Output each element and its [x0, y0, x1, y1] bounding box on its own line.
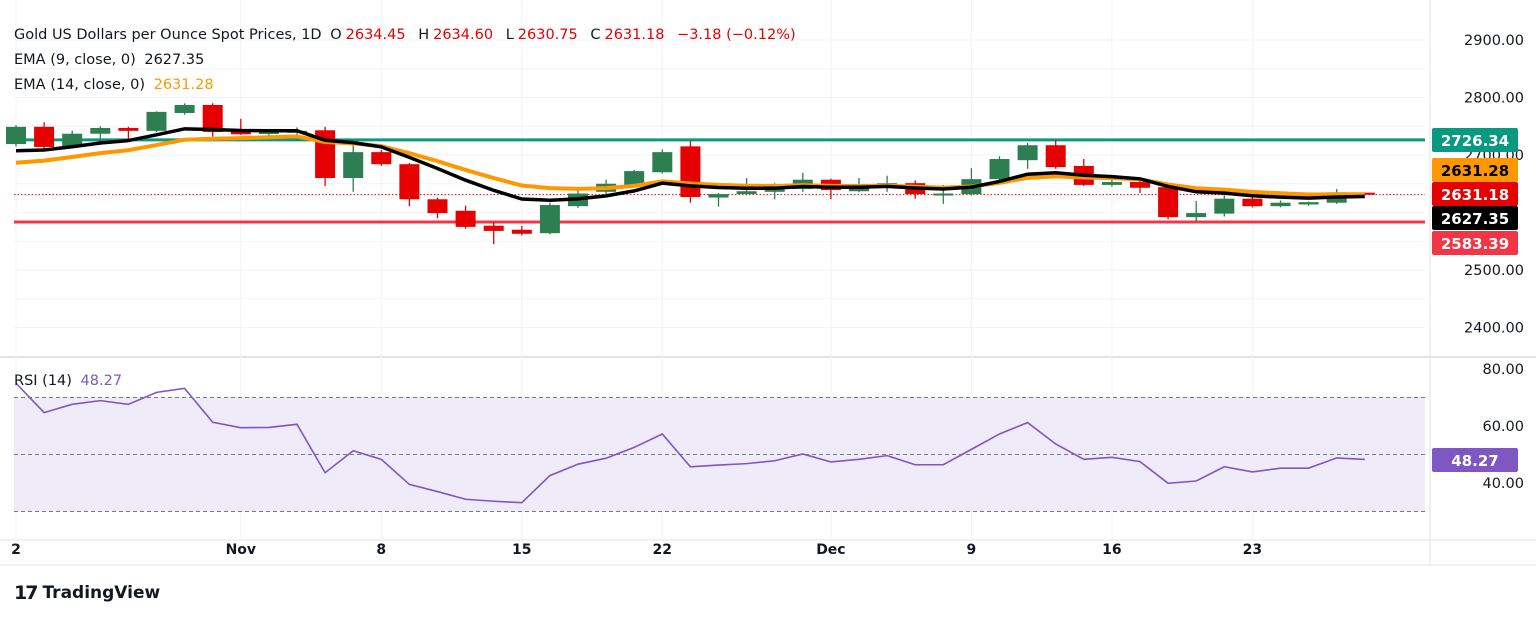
- candle-up: [1186, 213, 1207, 218]
- rsi-price-tag-bg: [1432, 448, 1518, 472]
- x-tick-label: 2: [11, 542, 21, 558]
- candle-up: [90, 127, 111, 134]
- candle-up: [343, 152, 364, 178]
- candle-up: [708, 194, 729, 198]
- rsi-tick-label: 60.00: [1482, 419, 1524, 435]
- rsi-legend[interactable]: RSI (14) 48.27: [14, 373, 126, 389]
- high-value: 2634.60: [433, 27, 494, 43]
- candle-down: [118, 127, 139, 131]
- price-tag: 2631.28: [1441, 162, 1509, 180]
- tradingview-logo[interactable]: 17 TradingView: [14, 582, 160, 604]
- ema9-line: [15, 127, 1365, 202]
- candle-up: [933, 193, 954, 196]
- candle-down: [455, 210, 476, 227]
- change-value: −3.18 (−0.12%): [677, 27, 796, 43]
- candle-down: [371, 152, 392, 165]
- candle-up: [652, 152, 673, 173]
- candle-up: [1101, 182, 1122, 185]
- x-tick-label: 16: [1102, 542, 1121, 558]
- price-tag-bg: [1432, 206, 1518, 230]
- candle-up: [1270, 202, 1291, 207]
- candle-up: [6, 126, 26, 145]
- candle-up: [989, 159, 1010, 180]
- ema9-legend[interactable]: EMA (9, close, 0) 2627.35: [14, 52, 208, 68]
- ema14-legend[interactable]: EMA (14, close, 0) 2631.28: [14, 77, 218, 93]
- price-tick-label: 2500.00: [1464, 263, 1524, 279]
- x-tick-label: Nov: [226, 542, 256, 558]
- x-tick-label: 9: [967, 542, 977, 558]
- candle-down: [1242, 198, 1263, 207]
- price-tag-bg: [1432, 182, 1518, 206]
- x-tick-label: Dec: [816, 542, 845, 558]
- candle-up: [849, 187, 869, 192]
- price-tick-label: 2900.00: [1464, 33, 1524, 49]
- candle-down: [483, 225, 504, 231]
- ema14-label: EMA (14, close, 0): [14, 77, 145, 93]
- open-value: 2634.45: [345, 27, 406, 43]
- open-label: O: [330, 27, 342, 43]
- low-value: 2630.75: [517, 27, 578, 43]
- logo-mark-icon: 17: [14, 582, 38, 604]
- ema14-value: 2631.28: [153, 77, 214, 93]
- high-label: H: [418, 27, 430, 43]
- candle-up: [1017, 145, 1038, 161]
- candle-down: [1130, 182, 1150, 188]
- resistance-price-tag: 2726.34: [1441, 132, 1509, 150]
- candle-up: [736, 191, 757, 195]
- low-label: L: [505, 27, 514, 43]
- rsi-label: RSI (14): [14, 373, 72, 389]
- rsi-tick-label: 40.00: [1482, 476, 1524, 492]
- candle-down: [427, 199, 448, 214]
- rsi-price-tag: 48.27: [1451, 452, 1498, 470]
- rsi-band: [14, 397, 1425, 512]
- support-price-tag-bg: [1432, 231, 1518, 255]
- close-label: C: [590, 27, 601, 43]
- price-tag-bg: [1432, 158, 1518, 182]
- price-tag: 2631.18: [1441, 186, 1509, 204]
- candle-up: [174, 104, 195, 114]
- rsi-line: [15, 382, 1365, 504]
- resistance-price-tag-bg: [1432, 128, 1518, 152]
- candle-down: [399, 164, 420, 200]
- candle-up: [258, 132, 279, 134]
- symbol-title: Gold US Dollars per Ounce Spot Prices, 1…: [14, 27, 322, 43]
- rsi-value: 48.27: [80, 373, 123, 389]
- close-value: 2631.18: [604, 27, 665, 43]
- candle-up: [146, 111, 167, 131]
- candle-up: [1298, 202, 1319, 205]
- x-tick-label: 8: [376, 542, 386, 558]
- candle-up: [539, 205, 560, 234]
- x-tick-label: 15: [512, 542, 531, 558]
- brand-name: TradingView: [42, 583, 161, 603]
- support-price-tag: 2583.39: [1441, 235, 1509, 253]
- candle-down: [202, 104, 223, 132]
- price-tick-label: 2400.00: [1464, 321, 1524, 337]
- price-tag: 2627.35: [1441, 210, 1509, 228]
- candle-down: [230, 130, 251, 135]
- ema9-label: EMA (9, close, 0): [14, 52, 136, 68]
- x-tick-label: 22: [653, 542, 672, 558]
- rsi-tick-label: 80.00: [1482, 362, 1524, 378]
- candle-up: [624, 171, 645, 185]
- price-legend: Gold US Dollars per Ounce Spot Prices, 1…: [14, 27, 800, 43]
- candle-down: [34, 126, 55, 147]
- candle-up: [1214, 198, 1235, 214]
- candle-up: [62, 133, 83, 147]
- candle-down: [511, 229, 532, 234]
- candle-down: [1158, 187, 1179, 218]
- price-tick-label: 2800.00: [1464, 91, 1524, 107]
- x-tick-label: 23: [1243, 542, 1262, 558]
- candle-down: [1045, 145, 1066, 168]
- candle-down: [680, 146, 701, 197]
- ema9-value: 2627.35: [144, 52, 205, 68]
